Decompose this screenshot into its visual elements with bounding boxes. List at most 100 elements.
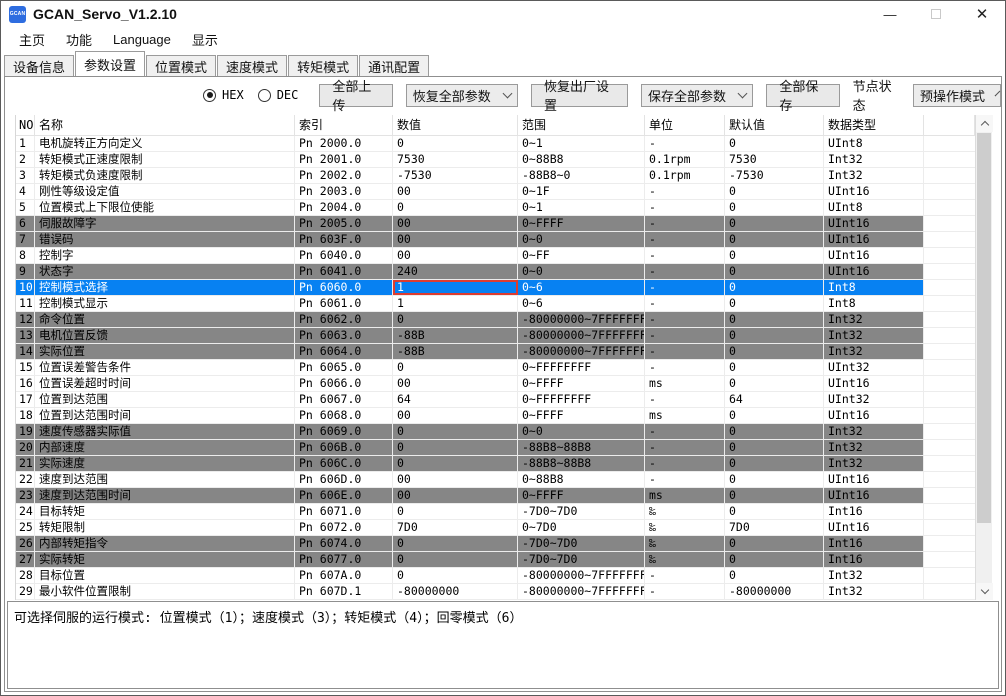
menu-language[interactable]: Language: [113, 31, 171, 47]
cell-no: 12: [16, 312, 35, 327]
table-row[interactable]: 20 内部速度 Pn 606B.0 0 -88B8~88B8-0 Int32: [16, 440, 975, 456]
table-row[interactable]: 23 速度到达范围时间 Pn 606E.0 00 0~FFFF ms 0 UInt16: [16, 488, 975, 504]
cell-default: 0: [725, 216, 824, 231]
table-row[interactable]: 10 控制模式选择 Pn 6060.0 1 0~6-0 Int8: [16, 280, 975, 296]
cell-name: 速度传感器实际值: [35, 424, 295, 439]
cell-type: UInt16: [824, 472, 924, 487]
table-row[interactable]: 1 电机旋转正方向定义 Pn 2000.0 0 0~1-0 UInt8: [16, 136, 975, 152]
table-row[interactable]: 5 位置模式上下限位使能 Pn 2004.0 0 0~1-0 UInt8: [16, 200, 975, 216]
cell-default: 0: [725, 536, 824, 551]
table-row[interactable]: 25 转矩限制 Pn 6072.0 7D0 0~7D0 ‰ 7D0 UInt16: [16, 520, 975, 536]
cell-type: Int32: [824, 344, 924, 359]
cell-type: UInt16: [824, 408, 924, 423]
cell-value: 0: [393, 504, 518, 519]
maximize-icon: [931, 9, 941, 19]
maximize-button[interactable]: [913, 1, 959, 27]
table-row[interactable]: 13 电机位置反馈 Pn 6063.0 -88B -80000000~7FFFFFFF -…: [16, 328, 975, 344]
table-row[interactable]: 29 最小软件位置限制 Pn 607D.1 -80000000 -80000000~7F…: [16, 584, 975, 600]
save-all-button[interactable]: 全部保存: [766, 79, 840, 113]
menu-function[interactable]: 功能: [66, 32, 93, 48]
tab-speed-mode[interactable]: 速度模式: [217, 55, 288, 76]
cell-range: 0~FFFF: [518, 216, 645, 231]
table-row[interactable]: 4 刚性等级设定值 Pn 2003.0 00 0~1F -0 UInt16: [16, 184, 975, 200]
cell-index: Pn 2004.0: [295, 200, 393, 215]
node-status-dropdown[interactable]: 预操作模式: [913, 83, 1001, 107]
cell-index: Pn 6077.0: [295, 552, 393, 567]
table-row[interactable]: 15 位置误差警告条件 Pn 6065.0 0 0~FFFFFFFF -0 UInt32: [16, 360, 975, 376]
chevron-down-icon: [737, 88, 748, 99]
table-row[interactable]: 8 控制字 Pn 6040.0 00 0~FF -0 UInt16: [16, 248, 975, 264]
cell-name: 位置到达范围: [35, 392, 295, 407]
cell-default: 0: [725, 440, 824, 455]
table-row[interactable]: 11 控制模式显示 Pn 6061.0 1 0~6-0 Int8: [16, 296, 975, 312]
cell-filler: [924, 296, 975, 311]
cell-no: 13: [16, 328, 35, 343]
minimize-button[interactable]: —: [883, 6, 897, 22]
cell-index: Pn 6071.0: [295, 504, 393, 519]
table-row[interactable]: 6 伺服故障字 Pn 2005.0 00 0~FFFF -0 UInt16: [16, 216, 975, 232]
save-all-params-dropdown[interactable]: 保存全部参数: [641, 83, 754, 107]
menu-display[interactable]: 显示: [191, 32, 218, 48]
cell-name: 实际位置: [35, 344, 295, 359]
app-icon: GCAN: [9, 5, 26, 23]
table-row[interactable]: 12 命令位置 Pn 6062.0 0 -80000000~7FFFFFFF -0 Int3…: [16, 312, 975, 328]
column-header[interactable]: 名称: [35, 115, 295, 135]
column-header[interactable]: 数据类型: [824, 115, 924, 135]
menu-home[interactable]: 主页: [19, 32, 46, 48]
table-row[interactable]: 28 目标位置 Pn 607A.0 0 -80000000~7FFFFFFF -0 Int3…: [16, 568, 975, 584]
table-row[interactable]: 18 位置到达范围时间 Pn 6068.0 00 0~FFFF ms 0 UInt16: [16, 408, 975, 424]
cell-filler: [924, 536, 975, 551]
cell-range: 0~FFFF: [518, 376, 645, 391]
scrollbar-thumb[interactable]: [977, 133, 991, 523]
cell-type: Int16: [824, 536, 924, 551]
table-row[interactable]: 26 内部转矩指令 Pn 6074.0 0 -7D0~7D0 ‰ 0 Int16: [16, 536, 975, 552]
cell-index: Pn 6074.0: [295, 536, 393, 551]
column-header[interactable]: 单位: [645, 115, 725, 135]
table-row[interactable]: 7 错误码 Pn 603F.0 00 0~0-0 UInt16: [16, 232, 975, 248]
column-header[interactable]: 索引: [295, 115, 393, 135]
cell-range: 0~6: [518, 280, 645, 295]
cell-no: 15: [16, 360, 35, 375]
cell-filler: [924, 456, 975, 471]
column-header[interactable]: 范围: [518, 115, 645, 135]
tab-comm-config[interactable]: 通讯配置: [359, 55, 430, 76]
cell-no: 18: [16, 408, 35, 423]
table-row[interactable]: 24 目标转矩 Pn 6071.0 0 -7D0~7D0 ‰ 0 Int16: [16, 504, 975, 520]
upload-all-button[interactable]: 全部上传: [319, 79, 393, 113]
table-row[interactable]: 3 转矩模式负速度限制 Pn 2002.0 -7530 -88B8~0 0.1rpm -75…: [16, 168, 975, 184]
cell-filler: [924, 568, 975, 583]
table-row[interactable]: 22 速度到达范围 Pn 606D.0 00 0~88B8-0 UInt16: [16, 472, 975, 488]
chevron-down-icon: [994, 90, 1001, 97]
scroll-up-button[interactable]: [976, 115, 993, 132]
vertical-scrollbar[interactable]: [975, 115, 993, 600]
column-header[interactable]: 数值: [393, 115, 518, 135]
cell-no: 16: [16, 376, 35, 391]
table-row[interactable]: 27 实际转矩 Pn 6077.0 0 -7D0~7D0 ‰ 0 Int16: [16, 552, 975, 568]
cell-default: 0: [725, 488, 824, 503]
cell-value: 00: [393, 184, 518, 199]
table-row[interactable]: 21 实际速度 Pn 606C.0 0 -88B8~88B8-0 Int32: [16, 456, 975, 472]
cell-name: 控制模式选择: [35, 280, 295, 295]
table-row[interactable]: 9 状态字 Pn 6041.0 240 0~0-0 UInt16: [16, 264, 975, 280]
tab-position-mode[interactable]: 位置模式: [146, 55, 217, 76]
table-row[interactable]: 2 转矩模式正速度限制 Pn 2001.0 7530 0~88B8 0.1rpm 7530 I…: [16, 152, 975, 168]
scroll-down-button[interactable]: [976, 583, 993, 600]
tab-torque-mode[interactable]: 转矩模式: [288, 55, 359, 76]
column-header[interactable]: 默认值: [725, 115, 824, 135]
table-row[interactable]: 19 速度传感器实际值 Pn 6069.0 0 0~0-0 Int32: [16, 424, 975, 440]
cell-index: Pn 6063.0: [295, 328, 393, 343]
cell-unit: ‰: [645, 520, 725, 535]
close-button[interactable]: ✕: [975, 6, 989, 23]
cell-unit: -: [645, 584, 725, 599]
tab-device-info[interactable]: 设备信息: [4, 55, 75, 76]
restore-all-params-dropdown[interactable]: 恢复全部参数: [405, 83, 519, 107]
table-row[interactable]: 14 实际位置 Pn 6064.0 -88B -80000000~7FFFFFFF -0 I…: [16, 344, 975, 360]
table-row[interactable]: 16 位置误差超时时间 Pn 6066.0 00 0~FFFF ms 0 UInt16: [16, 376, 975, 392]
table-row[interactable]: 17 位置到达范围 Pn 6067.0 64 0~FFFFFFFF -64 UInt32: [16, 392, 975, 408]
factory-reset-button[interactable]: 恢复出厂设置: [531, 79, 629, 113]
tab-parameter-settings[interactable]: 参数设置: [75, 51, 146, 76]
cell-range: 0~1: [518, 136, 645, 151]
dec-radio[interactable]: [257, 88, 271, 102]
column-header[interactable]: NO: [16, 115, 35, 135]
hex-radio[interactable]: [203, 88, 216, 102]
